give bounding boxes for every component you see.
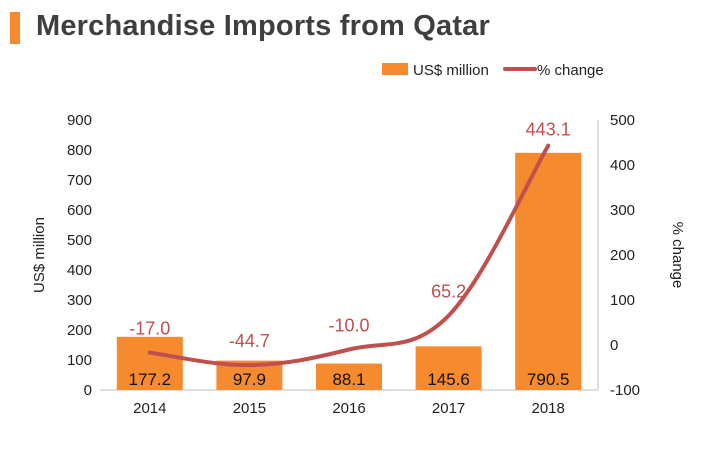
x-tick-label: 2016 xyxy=(332,400,365,417)
bar-value-label: 790.5 xyxy=(527,370,570,389)
y-tick-label: 100 xyxy=(67,352,92,369)
y-tick-label: 400 xyxy=(67,262,92,279)
bar-2014 xyxy=(116,336,183,390)
pct-change-label: 65.2 xyxy=(431,282,466,302)
pct-change-label: -10.0 xyxy=(328,316,369,336)
chart-title: Merchandise Imports from Qatar xyxy=(36,10,490,42)
y2-tick-label: 200 xyxy=(610,247,635,264)
legend-bar-label: US$ million xyxy=(413,62,489,79)
y-tick-label: 300 xyxy=(67,292,92,309)
bar-2017 xyxy=(415,346,482,390)
title-accent-bar xyxy=(10,12,20,44)
bar-value-label: 145.6 xyxy=(427,370,470,389)
x-tick-label: 2015 xyxy=(233,400,266,417)
chart-header: Merchandise Imports from Qatar xyxy=(0,0,712,58)
pct-change-label: -17.0 xyxy=(129,319,170,339)
y2-tick-label: -100 xyxy=(610,382,640,399)
y2-tick-label: 0 xyxy=(610,337,618,354)
y-tick-label: 900 xyxy=(67,112,92,129)
pct-change-label: -44.7 xyxy=(229,331,270,351)
legend-line-label: % change xyxy=(537,62,604,79)
legend-bar-swatch xyxy=(382,63,408,75)
y-tick-label: 200 xyxy=(67,322,92,339)
bar-value-label: 177.2 xyxy=(129,370,172,389)
y-tick-label: 800 xyxy=(67,142,92,159)
y2-tick-label: 300 xyxy=(610,202,635,219)
pct-change-label: 443.1 xyxy=(526,120,571,140)
bar-2018 xyxy=(515,152,582,390)
y-tick-label: 700 xyxy=(67,172,92,189)
y2-tick-label: 400 xyxy=(610,157,635,174)
y2-tick-label: 100 xyxy=(610,292,635,309)
bar-value-label: 97.9 xyxy=(233,370,266,389)
y2-axis-title: % change xyxy=(669,222,686,289)
x-tick-label: 2017 xyxy=(432,400,465,417)
y-axis-title: US$ million xyxy=(31,217,48,293)
y-tick-label: 600 xyxy=(67,202,92,219)
y2-tick-label: 500 xyxy=(610,112,635,129)
pct-change-line xyxy=(147,143,551,368)
bar-2016 xyxy=(316,363,382,390)
y-tick-label: 0 xyxy=(84,382,92,399)
x-tick-label: 2018 xyxy=(532,400,565,417)
y-tick-label: 500 xyxy=(67,232,92,249)
bar-value-label: 88.1 xyxy=(332,370,365,389)
x-tick-label: 2014 xyxy=(133,400,166,417)
